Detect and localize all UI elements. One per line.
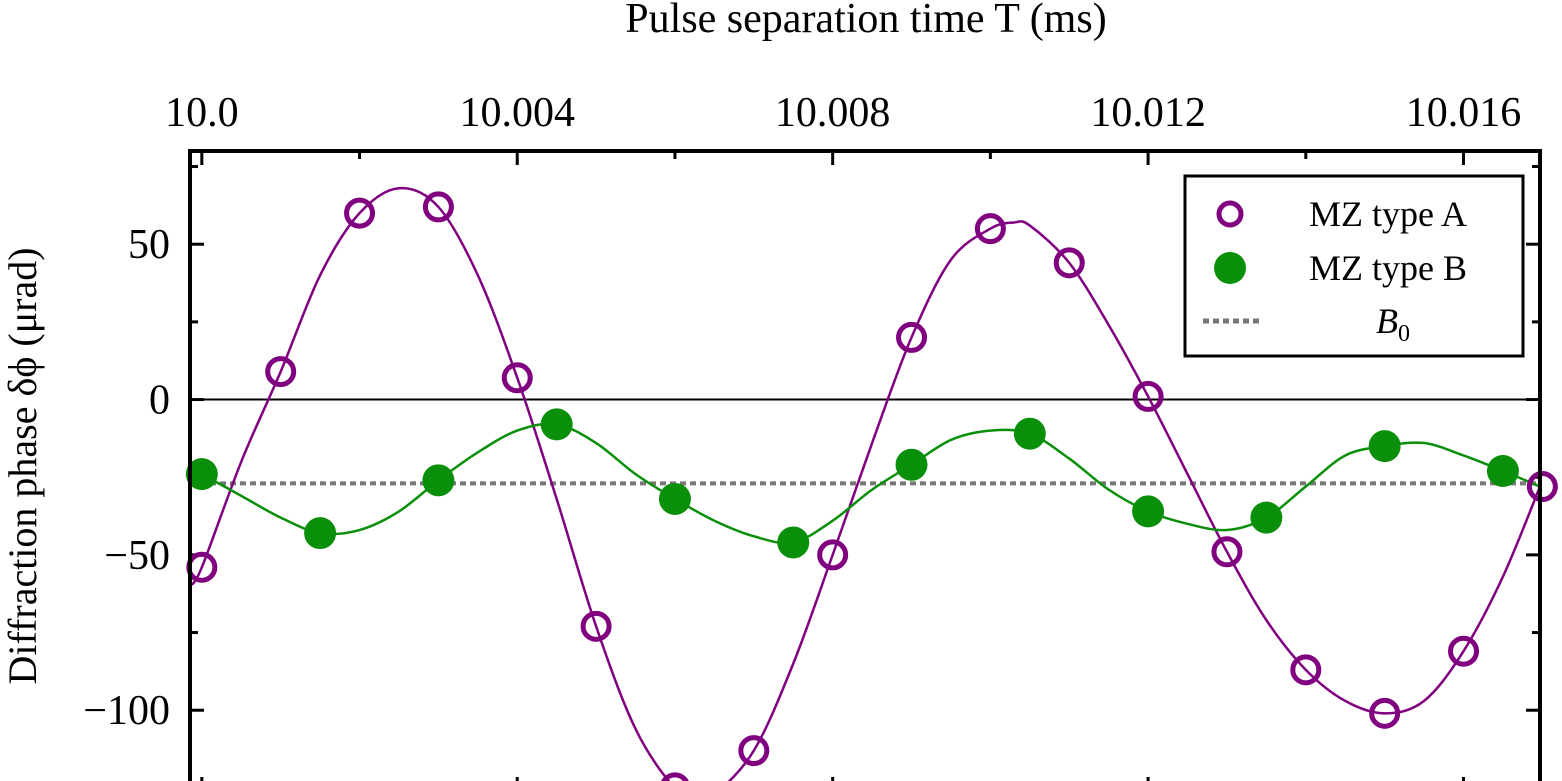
data-point-mz-type-b (185, 458, 218, 491)
fit-curve-mz-type-b (189, 422, 1541, 545)
data-point-mz-type-a (817, 539, 849, 571)
y-tick-label: 0 (149, 378, 170, 424)
data-point-mz-type-b (1250, 501, 1283, 534)
data-point-mz-type-b (658, 482, 691, 515)
x-tick-label: 10.004 (459, 90, 575, 136)
data-point-mz-type-b (1368, 430, 1401, 463)
data-point-mz-type-a (1053, 247, 1085, 279)
data-point-mz-type-b (1486, 455, 1519, 487)
x-axis-title: Pulse separation time T (ms) (625, 0, 1106, 42)
legend-label-mz-type-a: MZ type A (1309, 194, 1467, 234)
data-point-mz-type-a (896, 321, 928, 353)
data-point-mz-type-a (1132, 380, 1164, 412)
data-point-mz-type-a (1290, 654, 1322, 686)
data-point-mz-type-b (777, 526, 810, 559)
y-tick-label: 50 (128, 222, 170, 268)
data-point-mz-type-a (1369, 697, 1401, 729)
y-tick-label: −50 (104, 533, 170, 579)
legend-marker-mz-type-b (1214, 252, 1246, 284)
data-point-mz-type-a (738, 735, 770, 767)
data-point-mz-type-b (1013, 417, 1046, 450)
data-point-mz-type-b (422, 464, 455, 497)
legend-marker-mz-type-a (1216, 200, 1244, 228)
ticks-layer: 10.0 10.004 10.008 10.012 10.016 50 0 −50 −100 (83, 90, 1540, 781)
data-point-mz-type-a (974, 213, 1006, 245)
x-tick-label: 10.008 (775, 90, 891, 136)
curves-layer (188, 186, 1542, 781)
x-tick-label: 10.016 (1406, 90, 1522, 136)
data-point-mz-type-a (265, 356, 297, 388)
y-axis-title: Diffraction phase δϕ (μrad) (0, 247, 45, 684)
data-point-mz-type-b (540, 408, 573, 441)
legend-label-b0: B0 (1376, 301, 1410, 347)
data-point-mz-type-a (186, 551, 218, 583)
x-tick-label: 10.012 (1090, 90, 1206, 136)
data-point-mz-type-b (304, 517, 337, 550)
data-point-mz-type-b (895, 448, 928, 481)
points-layer (185, 191, 1558, 781)
data-point-mz-type-a (661, 772, 689, 781)
x-tick-label: 10.0 (165, 90, 239, 136)
fit-curve-mz-type-a (188, 186, 1542, 781)
plot-frame (188, 149, 1542, 781)
y-tick-label: −100 (83, 688, 170, 734)
data-point-mz-type-a (501, 362, 533, 394)
data-point-mz-type-a (1526, 471, 1558, 503)
data-point-mz-type-a (580, 610, 612, 642)
data-point-mz-type-a (344, 197, 376, 229)
data-point-mz-type-b (1132, 495, 1165, 528)
data-point-mz-type-a (422, 191, 454, 223)
legend: MZ type A MZ type B B0 (1183, 174, 1525, 358)
data-point-mz-type-a (1211, 536, 1243, 568)
legend-label-b0-subscript: 0 (1398, 321, 1410, 347)
grid-layer (190, 398, 1540, 486)
legend-label-mz-type-b: MZ type B (1309, 248, 1467, 288)
data-point-mz-type-a (1448, 635, 1480, 667)
